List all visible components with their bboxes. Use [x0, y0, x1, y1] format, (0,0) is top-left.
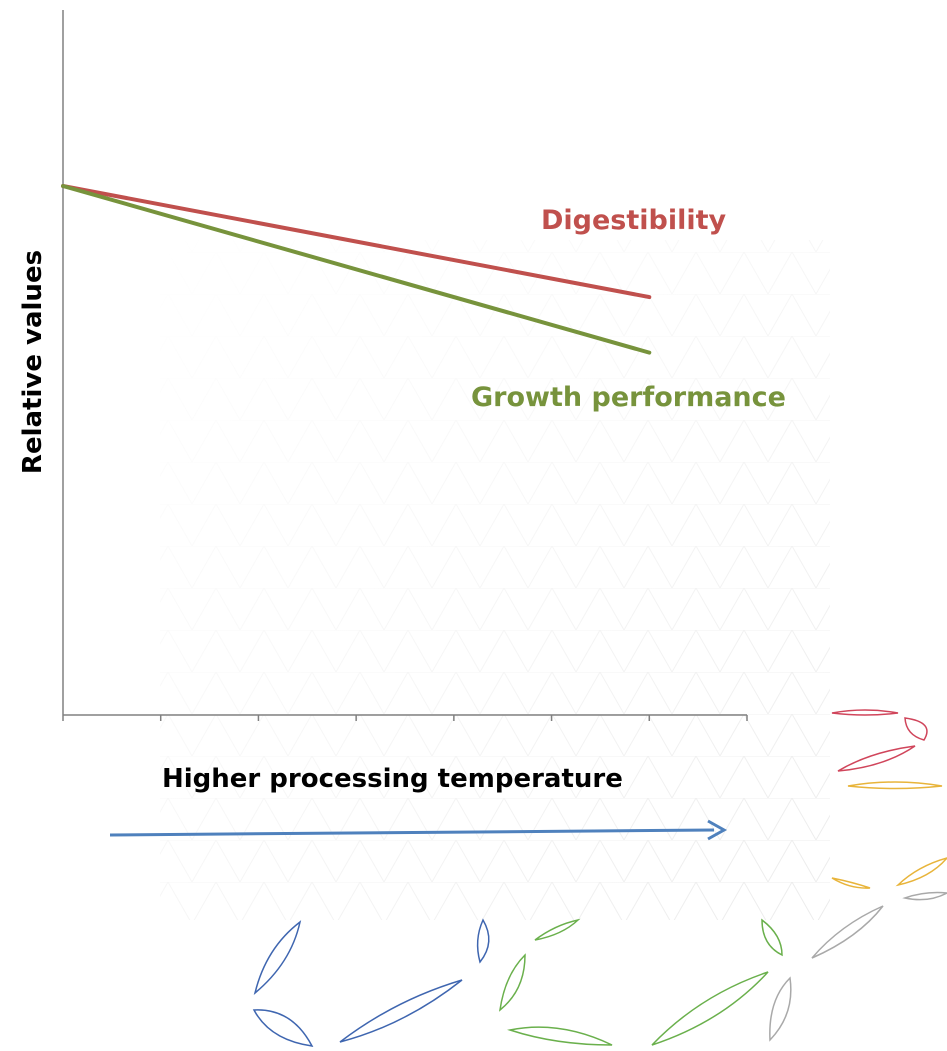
green-petal [507, 1026, 613, 1046]
blue-petal [339, 979, 463, 1043]
red-petal [837, 745, 916, 772]
gray-petal [769, 976, 792, 1042]
y-axis-title: Relative values [18, 250, 48, 474]
red-petal [904, 717, 928, 741]
yellow-petal [831, 877, 871, 889]
arrow-head [707, 819, 728, 841]
blue-petal [252, 1009, 314, 1047]
axes [62, 10, 748, 721]
series-label-digestibility: Digestibility [541, 205, 727, 236]
gray-petal [811, 905, 884, 959]
blue-petal [476, 918, 490, 964]
green-petal [498, 953, 526, 1012]
petal-decoration [252, 709, 947, 1047]
green-petal [761, 918, 783, 957]
series-line-growth-performance [61, 184, 652, 355]
yellow-petal [895, 857, 947, 887]
gray-petal [902, 891, 947, 901]
arrow-shaft [109, 828, 715, 837]
background-pattern [160, 240, 830, 920]
series-line-digestibility [61, 184, 652, 300]
series-lines [61, 184, 652, 355]
direction-arrow [109, 819, 728, 841]
series-label-growth-performance: Growth performance [471, 382, 786, 413]
blue-petal [253, 920, 302, 996]
red-petal [831, 709, 899, 716]
green-petal [534, 918, 581, 941]
green-petal [651, 971, 769, 1046]
x-axis-title: Higher processing temperature [162, 764, 623, 794]
yellow-petal [847, 781, 943, 790]
